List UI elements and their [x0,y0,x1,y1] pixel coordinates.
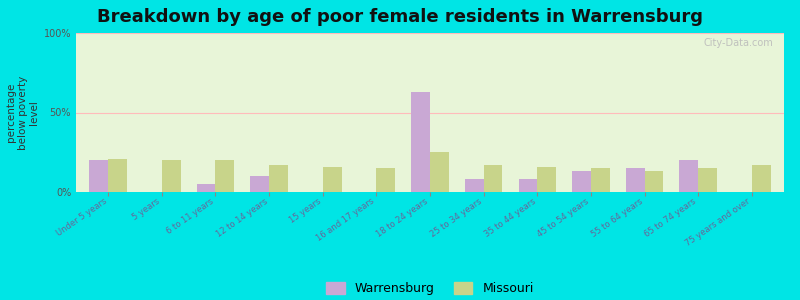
Legend: Warrensburg, Missouri: Warrensburg, Missouri [322,277,538,300]
Bar [411,92,430,192]
Bar [645,171,663,192]
Bar [518,179,538,192]
Bar [572,171,591,192]
Bar [197,184,215,192]
Text: City-Data.com: City-Data.com [704,38,774,48]
Bar [162,160,181,192]
Bar [269,165,288,192]
Bar [90,160,108,192]
Bar [430,152,449,192]
Text: Under 5 years: Under 5 years [54,196,108,238]
Text: 45 to 54 years: 45 to 54 years [536,196,591,238]
Text: 55 to 64 years: 55 to 64 years [590,196,645,238]
Text: 5 years: 5 years [131,196,162,222]
Bar [215,160,234,192]
Text: 65 to 74 years: 65 to 74 years [643,196,698,239]
Bar [752,165,770,192]
Bar [250,176,269,192]
Text: 25 to 34 years: 25 to 34 years [429,196,484,238]
Bar [591,168,610,192]
Text: 15 years: 15 years [288,196,322,225]
Bar [538,167,556,192]
Text: 12 to 14 years: 12 to 14 years [214,196,269,238]
Bar [465,179,484,192]
Text: 35 to 44 years: 35 to 44 years [482,196,538,238]
Bar [376,168,395,192]
Bar [484,165,502,192]
Bar [626,168,645,192]
Bar [322,167,342,192]
Bar [679,160,698,192]
Text: Breakdown by age of poor female residents in Warrensburg: Breakdown by age of poor female resident… [97,8,703,26]
Bar [698,168,717,192]
Text: 75 years and over: 75 years and over [684,196,752,248]
Y-axis label: percentage
below poverty
level: percentage below poverty level [6,75,39,150]
Bar [108,159,127,192]
Text: 16 and 17 years: 16 and 17 years [315,196,376,243]
Text: 18 to 24 years: 18 to 24 years [375,196,430,238]
Text: 6 to 11 years: 6 to 11 years [165,196,215,236]
